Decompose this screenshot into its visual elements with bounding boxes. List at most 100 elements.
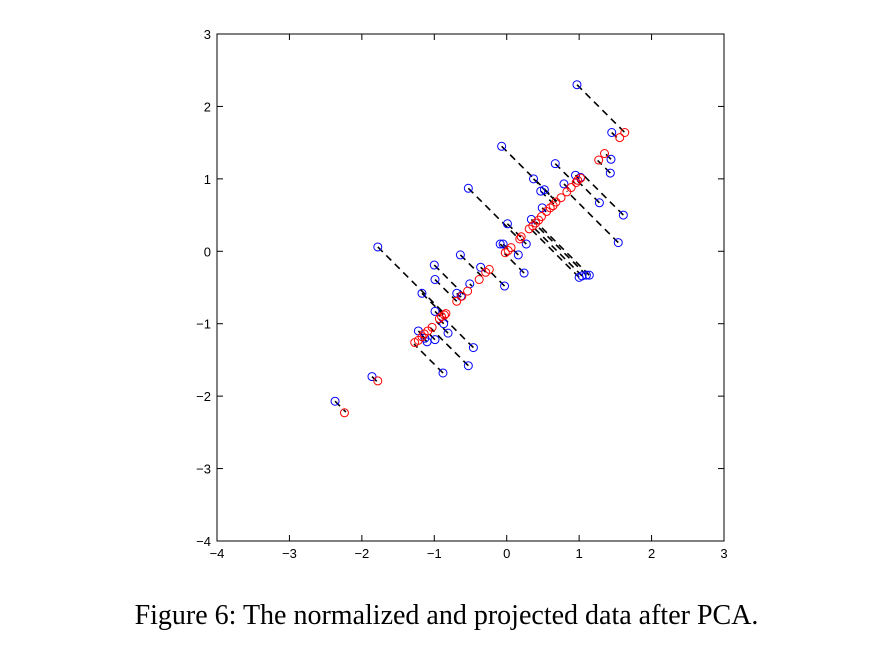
original-point [367,372,377,382]
original-points [330,80,628,406]
projection-line [377,246,445,315]
projected-point [594,155,604,165]
projected-point [531,218,541,228]
projection-line [576,84,626,134]
original-point [594,198,604,208]
projection-line [499,243,508,252]
original-point [430,306,440,316]
projected-point [481,267,491,277]
plot-frame [216,33,725,542]
projection-line [434,278,458,302]
projection-line [534,222,587,276]
original-point [438,368,448,378]
original-point [495,239,505,249]
projected-point [542,206,552,216]
projection-line [487,269,506,287]
projected-point [515,234,525,244]
original-point [463,361,473,371]
original-point [373,242,383,252]
y-tick-label: 0 [204,244,211,259]
y-tick-label: 3 [204,27,211,42]
projection-line [611,131,620,140]
original-point [571,170,581,180]
original-point [559,179,569,189]
projection-line [435,320,449,334]
original-point [613,238,623,248]
x-tick-label: −1 [427,546,442,561]
original-point [572,80,582,90]
projected-point [373,376,383,386]
projected-point [503,246,513,256]
projection-line [334,400,347,413]
projection-line [467,187,520,240]
x-tick-label: 3 [720,546,727,561]
projected-point [410,338,420,348]
projected-point [516,232,526,242]
y-tick-label: −1 [196,317,211,332]
pca-scatter-chart: −4 −3 −2 −1 0 1 2 3 −4 −3 −2 −1 0 1 2 3 [196,27,728,561]
y-tick-label: −2 [196,389,211,404]
x-axis-ticks: −4 −3 −2 −1 0 1 2 3 [210,34,728,561]
projection-line [597,159,611,174]
projection-line [429,327,469,367]
original-point [584,270,594,280]
projection-line [421,292,444,316]
projected-point [556,193,566,203]
projection-line [426,330,436,341]
projected-point [463,286,473,296]
projected-point [437,311,447,321]
y-tick-label: 2 [204,99,211,114]
projected-point [615,133,625,143]
projected-point [434,314,444,324]
projected-point [457,291,467,301]
x-tick-label: −3 [282,546,297,561]
projection-line [480,266,487,273]
projected-points [339,128,630,418]
projected-point [620,128,630,138]
original-point [455,250,465,260]
projected-point [339,408,349,418]
original-point [519,268,529,278]
projected-point [506,243,516,253]
projection-line [541,207,547,213]
original-point [417,288,427,298]
original-point [539,185,549,195]
original-point [430,335,440,345]
projection-line [582,174,624,216]
x-tick-label: −2 [354,546,369,561]
original-point [605,168,615,178]
projected-point [500,248,510,258]
projection-line [535,221,590,276]
original-point [476,262,486,272]
original-point [497,141,507,151]
projection-line [543,189,557,203]
original-point [606,154,616,164]
projected-point [524,224,534,234]
projected-point [599,149,609,159]
original-point [513,250,523,260]
original-point [463,183,473,193]
x-tick-label: 1 [576,546,583,561]
original-point [468,343,478,353]
original-point [429,260,439,270]
original-point [422,337,432,347]
projected-point [573,175,583,185]
original-point [529,174,539,184]
projected-point [474,275,484,285]
x-tick-label: 0 [503,546,510,561]
original-point [498,239,508,249]
y-tick-label: −3 [196,462,211,477]
original-point [607,128,617,138]
projected-point [534,215,544,225]
original-point [521,239,531,249]
figure-caption: Figure 6: The normalized and projected d… [134,600,759,631]
y-tick-label: −4 [196,534,211,549]
projection-lines [334,84,626,413]
x-tick-label: −4 [210,546,225,561]
projection-line [510,246,519,256]
projection-line [503,252,525,274]
projected-point [571,177,581,187]
original-point [550,159,560,169]
projection-line [459,254,483,277]
projected-point [562,187,572,197]
